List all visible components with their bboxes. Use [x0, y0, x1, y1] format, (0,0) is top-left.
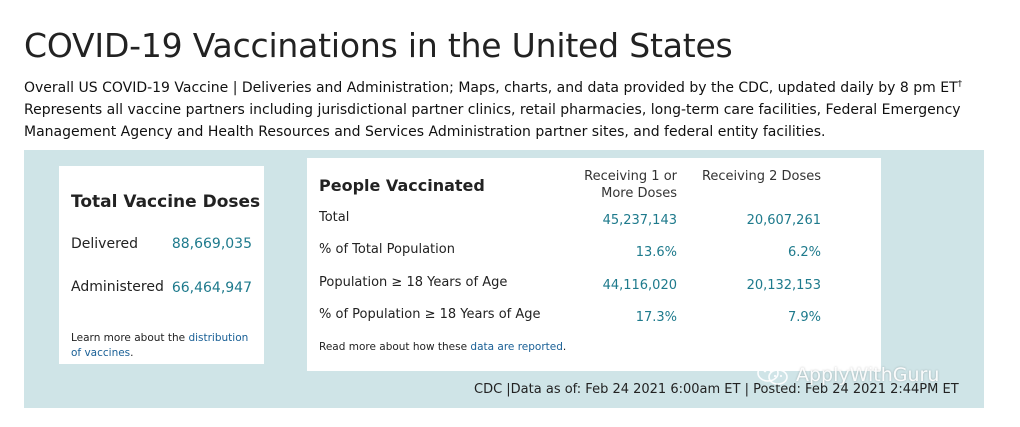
data-are-reported-link[interactable]: data are reported	[470, 341, 563, 353]
read-more-text: Read more about how these data are repor…	[319, 341, 566, 353]
column-header-one-dose-line-1: Receiving 1 or	[584, 169, 677, 184]
distribution-of-vaccines-link[interactable]: distribution of vaccines	[71, 332, 249, 359]
administered-label: Administered	[71, 279, 164, 295]
row-label-total: Total	[319, 210, 350, 225]
row-label-pct-total: % of Total Population	[319, 242, 455, 257]
pct-total-one-dose-value: 13.6%	[635, 245, 677, 260]
total-doses-heading: Total Vaccine Doses	[71, 192, 261, 212]
pct-adult-two-doses-value: 7.9%	[787, 310, 821, 325]
pct-adult-one-dose-value: 17.3%	[635, 310, 677, 325]
delivered-value: 88,669,035	[171, 236, 252, 252]
learn-more-prefix: Learn more about the	[71, 332, 189, 344]
row-label-pct-adult: % of Population ≥ 18 Years of Age	[319, 307, 541, 322]
dagger-footnote-mark: †	[957, 79, 963, 90]
vaccination-data-panel: Total Vaccine Doses Delivered 88,669,035…	[24, 150, 984, 408]
column-header-one-dose: Receiving 1 or More Doses	[584, 168, 677, 202]
page-title: COVID-19 Vaccinations in the United Stat…	[24, 26, 733, 65]
watermark-text: ApplyWithGuru	[796, 364, 940, 386]
adult-one-dose-value: 44,116,020	[602, 278, 677, 293]
data-source-footer: CDC |Data as of: Feb 24 2021 6:00am ET |…	[474, 382, 959, 397]
total-two-doses-value: 20,607,261	[746, 213, 821, 228]
description-line-1: Overall US COVID-19 Vaccine | Deliveries…	[24, 77, 999, 99]
people-vaccinated-heading: People Vaccinated	[319, 176, 485, 195]
description-text-1: Overall US COVID-19 Vaccine | Deliveries…	[24, 80, 958, 96]
pct-total-two-doses-value: 6.2%	[787, 245, 821, 260]
delivered-label: Delivered	[71, 236, 139, 252]
row-label-adult-population: Population ≥ 18 Years of Age	[319, 275, 508, 290]
page-description: Overall US COVID-19 Vaccine | Deliveries…	[24, 77, 999, 143]
wechat-icon	[757, 364, 788, 385]
watermark: ApplyWithGuru	[756, 362, 988, 388]
read-more-suffix: .	[562, 341, 567, 353]
learn-more-suffix: .	[130, 347, 134, 359]
total-one-dose-value: 45,237,143	[602, 213, 677, 228]
total-vaccine-doses-card: Total Vaccine Doses Delivered 88,669,035…	[59, 166, 264, 364]
administered-value: 66,464,947	[171, 280, 252, 296]
read-more-prefix: Read more about how these	[319, 341, 471, 353]
people-vaccinated-card: People Vaccinated Receiving 1 or More Do…	[307, 158, 881, 371]
description-line-2: Represents all vaccine partners includin…	[24, 102, 961, 140]
column-header-two-doses: Receiving 2 Doses	[701, 169, 821, 184]
column-header-one-dose-line-2: More Doses	[601, 186, 677, 201]
learn-more-text: Learn more about the distribution of vac…	[71, 331, 261, 361]
adult-two-doses-value: 20,132,153	[746, 278, 821, 293]
